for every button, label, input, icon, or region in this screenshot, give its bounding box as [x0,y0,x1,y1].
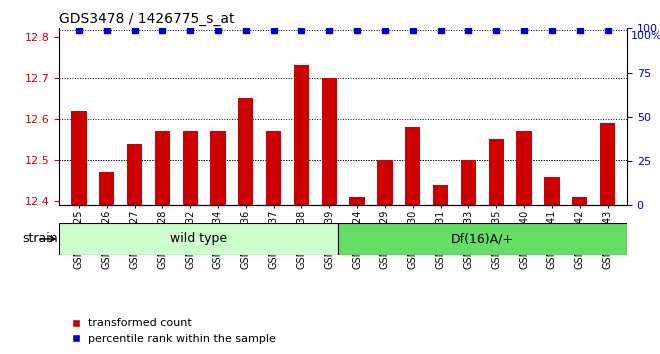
Text: wild type: wild type [170,233,227,245]
Bar [349,197,365,205]
Bar [99,172,114,205]
Bar [405,127,420,205]
Bar [59,223,338,255]
Bar [294,65,309,205]
Bar [600,123,615,205]
Bar [183,131,198,205]
Bar [488,139,504,205]
Text: Df(16)A/+: Df(16)A/+ [451,233,514,245]
Text: 100%: 100% [631,31,660,41]
Text: strain: strain [22,233,58,245]
Legend: transformed count, percentile rank within the sample: transformed count, percentile rank withi… [65,314,280,348]
Bar [461,160,476,205]
Bar [321,78,337,205]
Text: GDS3478 / 1426775_s_at: GDS3478 / 1426775_s_at [59,12,235,26]
Bar [338,223,627,255]
Bar [433,185,448,205]
Bar [71,111,86,205]
Bar [127,144,142,205]
Bar [266,131,281,205]
Bar [378,160,393,205]
Bar [211,131,226,205]
Bar [154,131,170,205]
Bar [238,98,253,205]
Bar [516,131,532,205]
Bar [572,197,587,205]
Bar [544,177,560,205]
